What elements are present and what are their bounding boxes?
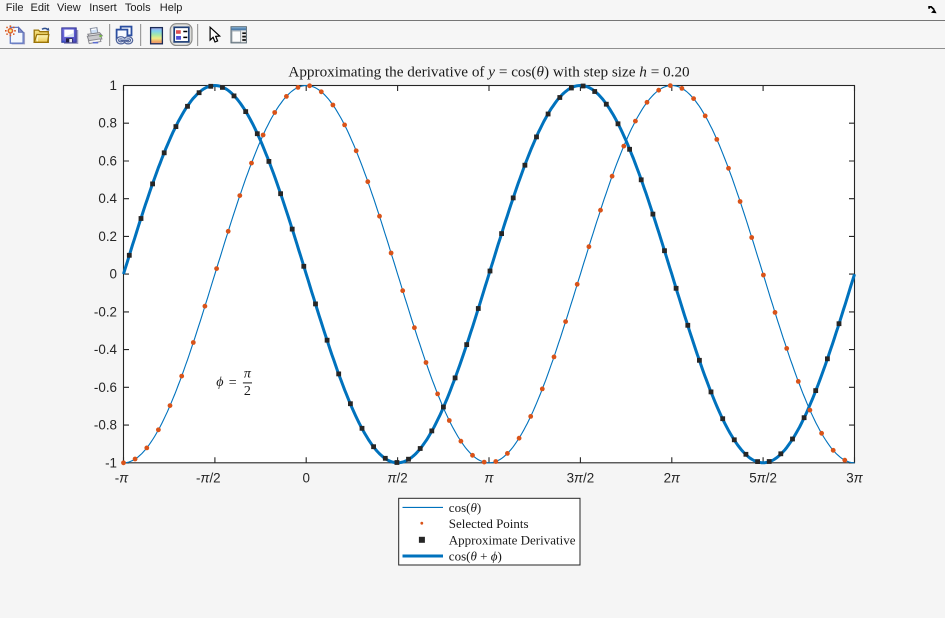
- svg-text:0: 0: [110, 267, 117, 282]
- svg-text:=: =: [229, 375, 237, 390]
- svg-text:5π/2: 5π/2: [749, 471, 777, 486]
- svg-text:-0.8: -0.8: [94, 418, 117, 433]
- svg-text:π/2: π/2: [388, 471, 408, 486]
- svg-text:1: 1: [110, 78, 117, 93]
- svg-text:0.4: 0.4: [98, 191, 117, 206]
- svg-text:cos(θ + ϕ): cos(θ + ϕ): [449, 549, 502, 564]
- svg-text:0.8: 0.8: [98, 116, 117, 131]
- svg-text:ϕ: ϕ: [216, 375, 223, 390]
- svg-text:π: π: [244, 367, 252, 382]
- svg-text:-0.4: -0.4: [94, 342, 118, 357]
- svg-text:3π: 3π: [846, 471, 863, 486]
- svg-text:-π/2: -π/2: [196, 471, 221, 486]
- svg-text:0.6: 0.6: [98, 154, 117, 169]
- svg-text:0.2: 0.2: [98, 229, 117, 244]
- svg-text:Selected Points: Selected Points: [449, 516, 529, 531]
- svg-text:-1: -1: [105, 455, 117, 470]
- svg-text:Approximating the derivative o: Approximating the derivative of y = cos(…: [288, 64, 690, 81]
- svg-text:-0.6: -0.6: [94, 380, 117, 395]
- svg-text:0: 0: [302, 471, 309, 486]
- svg-text:-π: -π: [115, 471, 129, 486]
- svg-text:-0.2: -0.2: [94, 304, 117, 319]
- svg-text:2π: 2π: [664, 471, 681, 486]
- svg-text:2: 2: [244, 384, 251, 399]
- svg-text:Approximate Derivative: Approximate Derivative: [449, 532, 576, 547]
- svg-text:π: π: [485, 471, 495, 486]
- svg-text:cos(θ): cos(θ): [449, 500, 481, 515]
- svg-text:3π/2: 3π/2: [567, 471, 595, 486]
